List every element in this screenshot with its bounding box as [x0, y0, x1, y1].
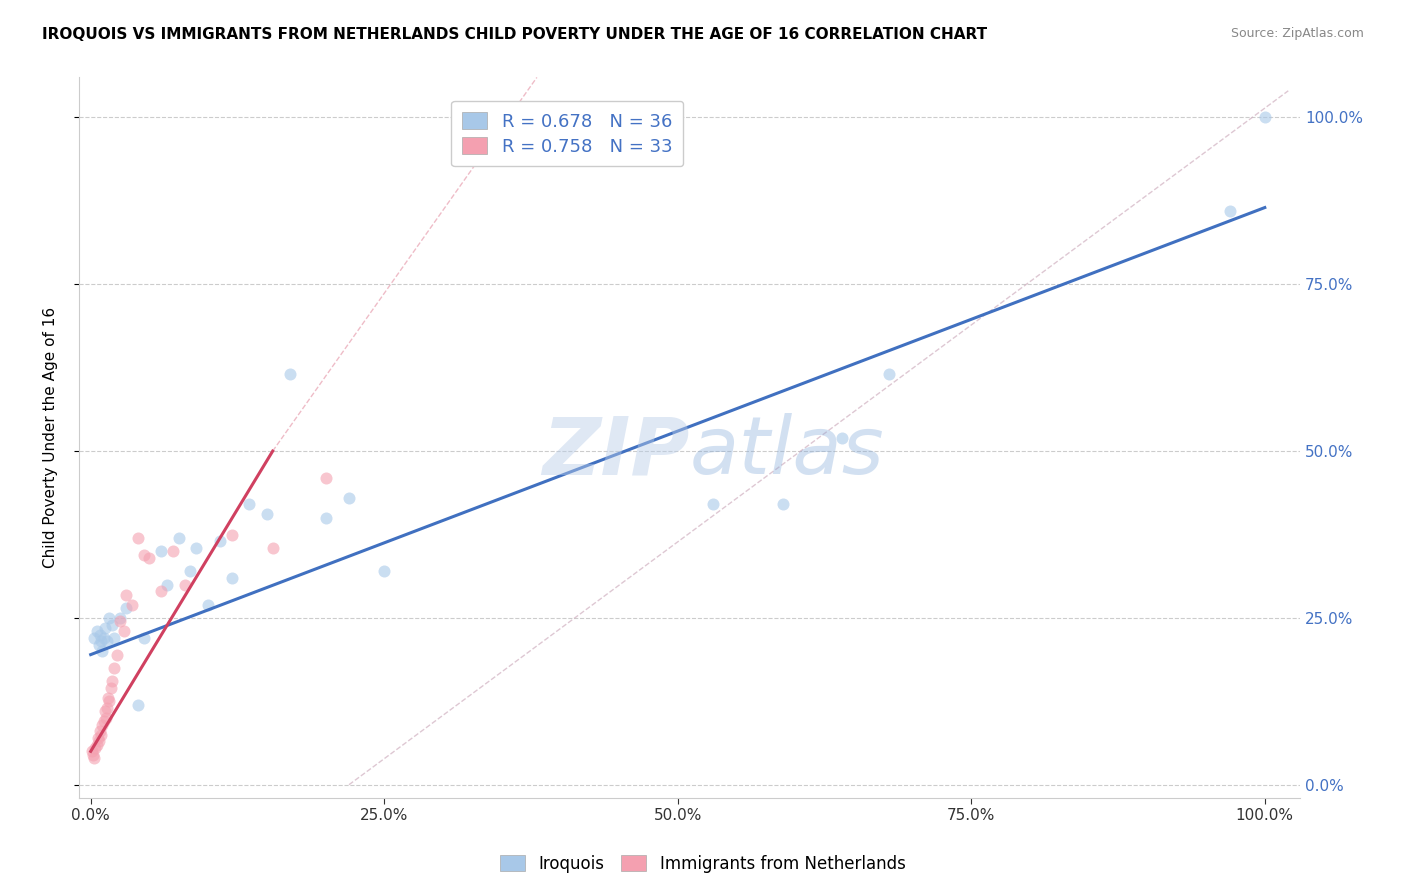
Point [86, 738, 108, 752]
Point [105, 648, 128, 662]
Point [132, 631, 155, 645]
Point [877, 368, 900, 382]
Point [115, 601, 138, 615]
Point [100, 681, 122, 695]
Point [87, 734, 110, 748]
Point [315, 511, 337, 525]
Point [179, 564, 201, 578]
Point [173, 577, 195, 591]
Point [83, 631, 105, 645]
Point [89, 724, 111, 739]
Point [82, 747, 104, 762]
Point [101, 617, 124, 632]
Point [94, 704, 117, 718]
Legend: Iroquois, Immigrants from Netherlands: Iroquois, Immigrants from Netherlands [494, 848, 912, 880]
Point [93, 631, 115, 645]
Point [90, 728, 112, 742]
Point [103, 631, 125, 645]
Point [831, 431, 853, 445]
Point [772, 498, 794, 512]
Point [127, 531, 149, 545]
Point [93, 714, 115, 729]
Point [262, 541, 284, 555]
Point [167, 531, 190, 545]
Point [121, 598, 143, 612]
Point [127, 698, 149, 712]
Point [83, 751, 105, 765]
Point [702, 498, 724, 512]
Point [138, 550, 160, 565]
Point [89, 627, 111, 641]
Point [91, 644, 114, 658]
Point [86, 624, 108, 639]
Point [162, 544, 184, 558]
Legend: R = 0.678   N = 36, R = 0.758   N = 33: R = 0.678 N = 36, R = 0.758 N = 33 [451, 101, 683, 167]
Point [84, 741, 107, 756]
Point [256, 508, 278, 522]
Point [87, 638, 110, 652]
Point [112, 624, 135, 639]
Point [98, 694, 121, 708]
Point [238, 498, 260, 512]
Point [96, 701, 118, 715]
Point [101, 674, 124, 689]
Point [108, 611, 131, 625]
Text: Source: ZipAtlas.com: Source: ZipAtlas.com [1230, 27, 1364, 40]
Point [115, 588, 138, 602]
Point [315, 471, 337, 485]
Point [373, 564, 395, 578]
Point [91, 717, 114, 731]
Point [94, 711, 117, 725]
Point [278, 368, 301, 382]
Point [197, 598, 219, 612]
Point [150, 584, 173, 599]
Point [87, 731, 110, 745]
Point [186, 541, 208, 555]
Point [132, 548, 155, 562]
Point [156, 577, 179, 591]
Text: atlas: atlas [689, 413, 884, 491]
Point [1254, 111, 1277, 125]
Point [103, 661, 125, 675]
Y-axis label: Child Poverty Under the Age of 16: Child Poverty Under the Age of 16 [44, 307, 58, 568]
Text: IROQUOIS VS IMMIGRANTS FROM NETHERLANDS CHILD POVERTY UNDER THE AGE OF 16 CORREL: IROQUOIS VS IMMIGRANTS FROM NETHERLANDS … [42, 27, 987, 42]
Point [208, 534, 231, 549]
Point [1219, 203, 1241, 218]
Point [94, 621, 117, 635]
Point [80, 744, 103, 758]
Point [221, 527, 243, 541]
Point [337, 491, 360, 505]
Text: ZIP: ZIP [543, 413, 689, 491]
Point [96, 634, 118, 648]
Point [97, 690, 120, 705]
Point [98, 611, 121, 625]
Point [90, 634, 112, 648]
Point [108, 614, 131, 628]
Point [221, 571, 243, 585]
Point [150, 544, 173, 558]
